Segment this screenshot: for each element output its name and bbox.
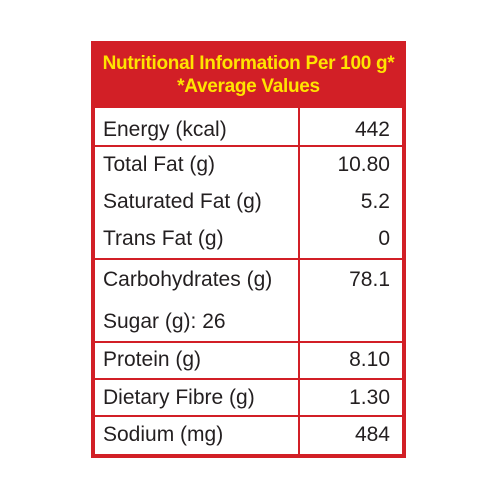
row-divider [95,341,402,343]
table-header: Nutritional Information Per 100 g* *Aver… [95,45,402,108]
row-label-energy: Energy (kcal) [103,118,227,141]
row-divider [95,258,402,260]
header-title: Nutritional Information Per 100 g* [102,53,395,74]
row-label-carbohydrates: Carbohydrates (g) [103,268,273,291]
column-divider [298,108,300,458]
row-divider [95,145,402,147]
row-value-total-fat: 10.80 [337,153,390,176]
row-value-carbohydrates: 78.1 [349,268,390,291]
row-label-total-fat: Total Fat (g) [103,153,216,176]
row-divider [95,378,402,380]
row-value-trans-fat: 0 [378,227,390,250]
row-value-dietary-fibre: 1.30 [349,386,390,409]
row-value-sodium: 484 [354,423,390,446]
row-value-saturated-fat: 5.2 [360,190,390,213]
row-label-trans-fat: Trans Fat (g) [103,227,224,250]
header-subtitle: *Average Values [177,76,320,97]
row-divider [95,415,402,417]
row-label-saturated-fat: Saturated Fat (g) [103,190,262,213]
row-label-sodium: Sodium (mg) [103,423,224,446]
row-value-energy: 442 [354,118,390,141]
nutrition-table: Nutritional Information Per 100 g* *Aver… [91,41,406,458]
row-label-protein: Protein (g) [103,348,202,371]
row-label-dietary-fibre: Dietary Fibre (g) [103,386,255,409]
row-label-sugar: Sugar (g): 26 [103,310,226,333]
row-value-protein: 8.10 [349,348,390,371]
